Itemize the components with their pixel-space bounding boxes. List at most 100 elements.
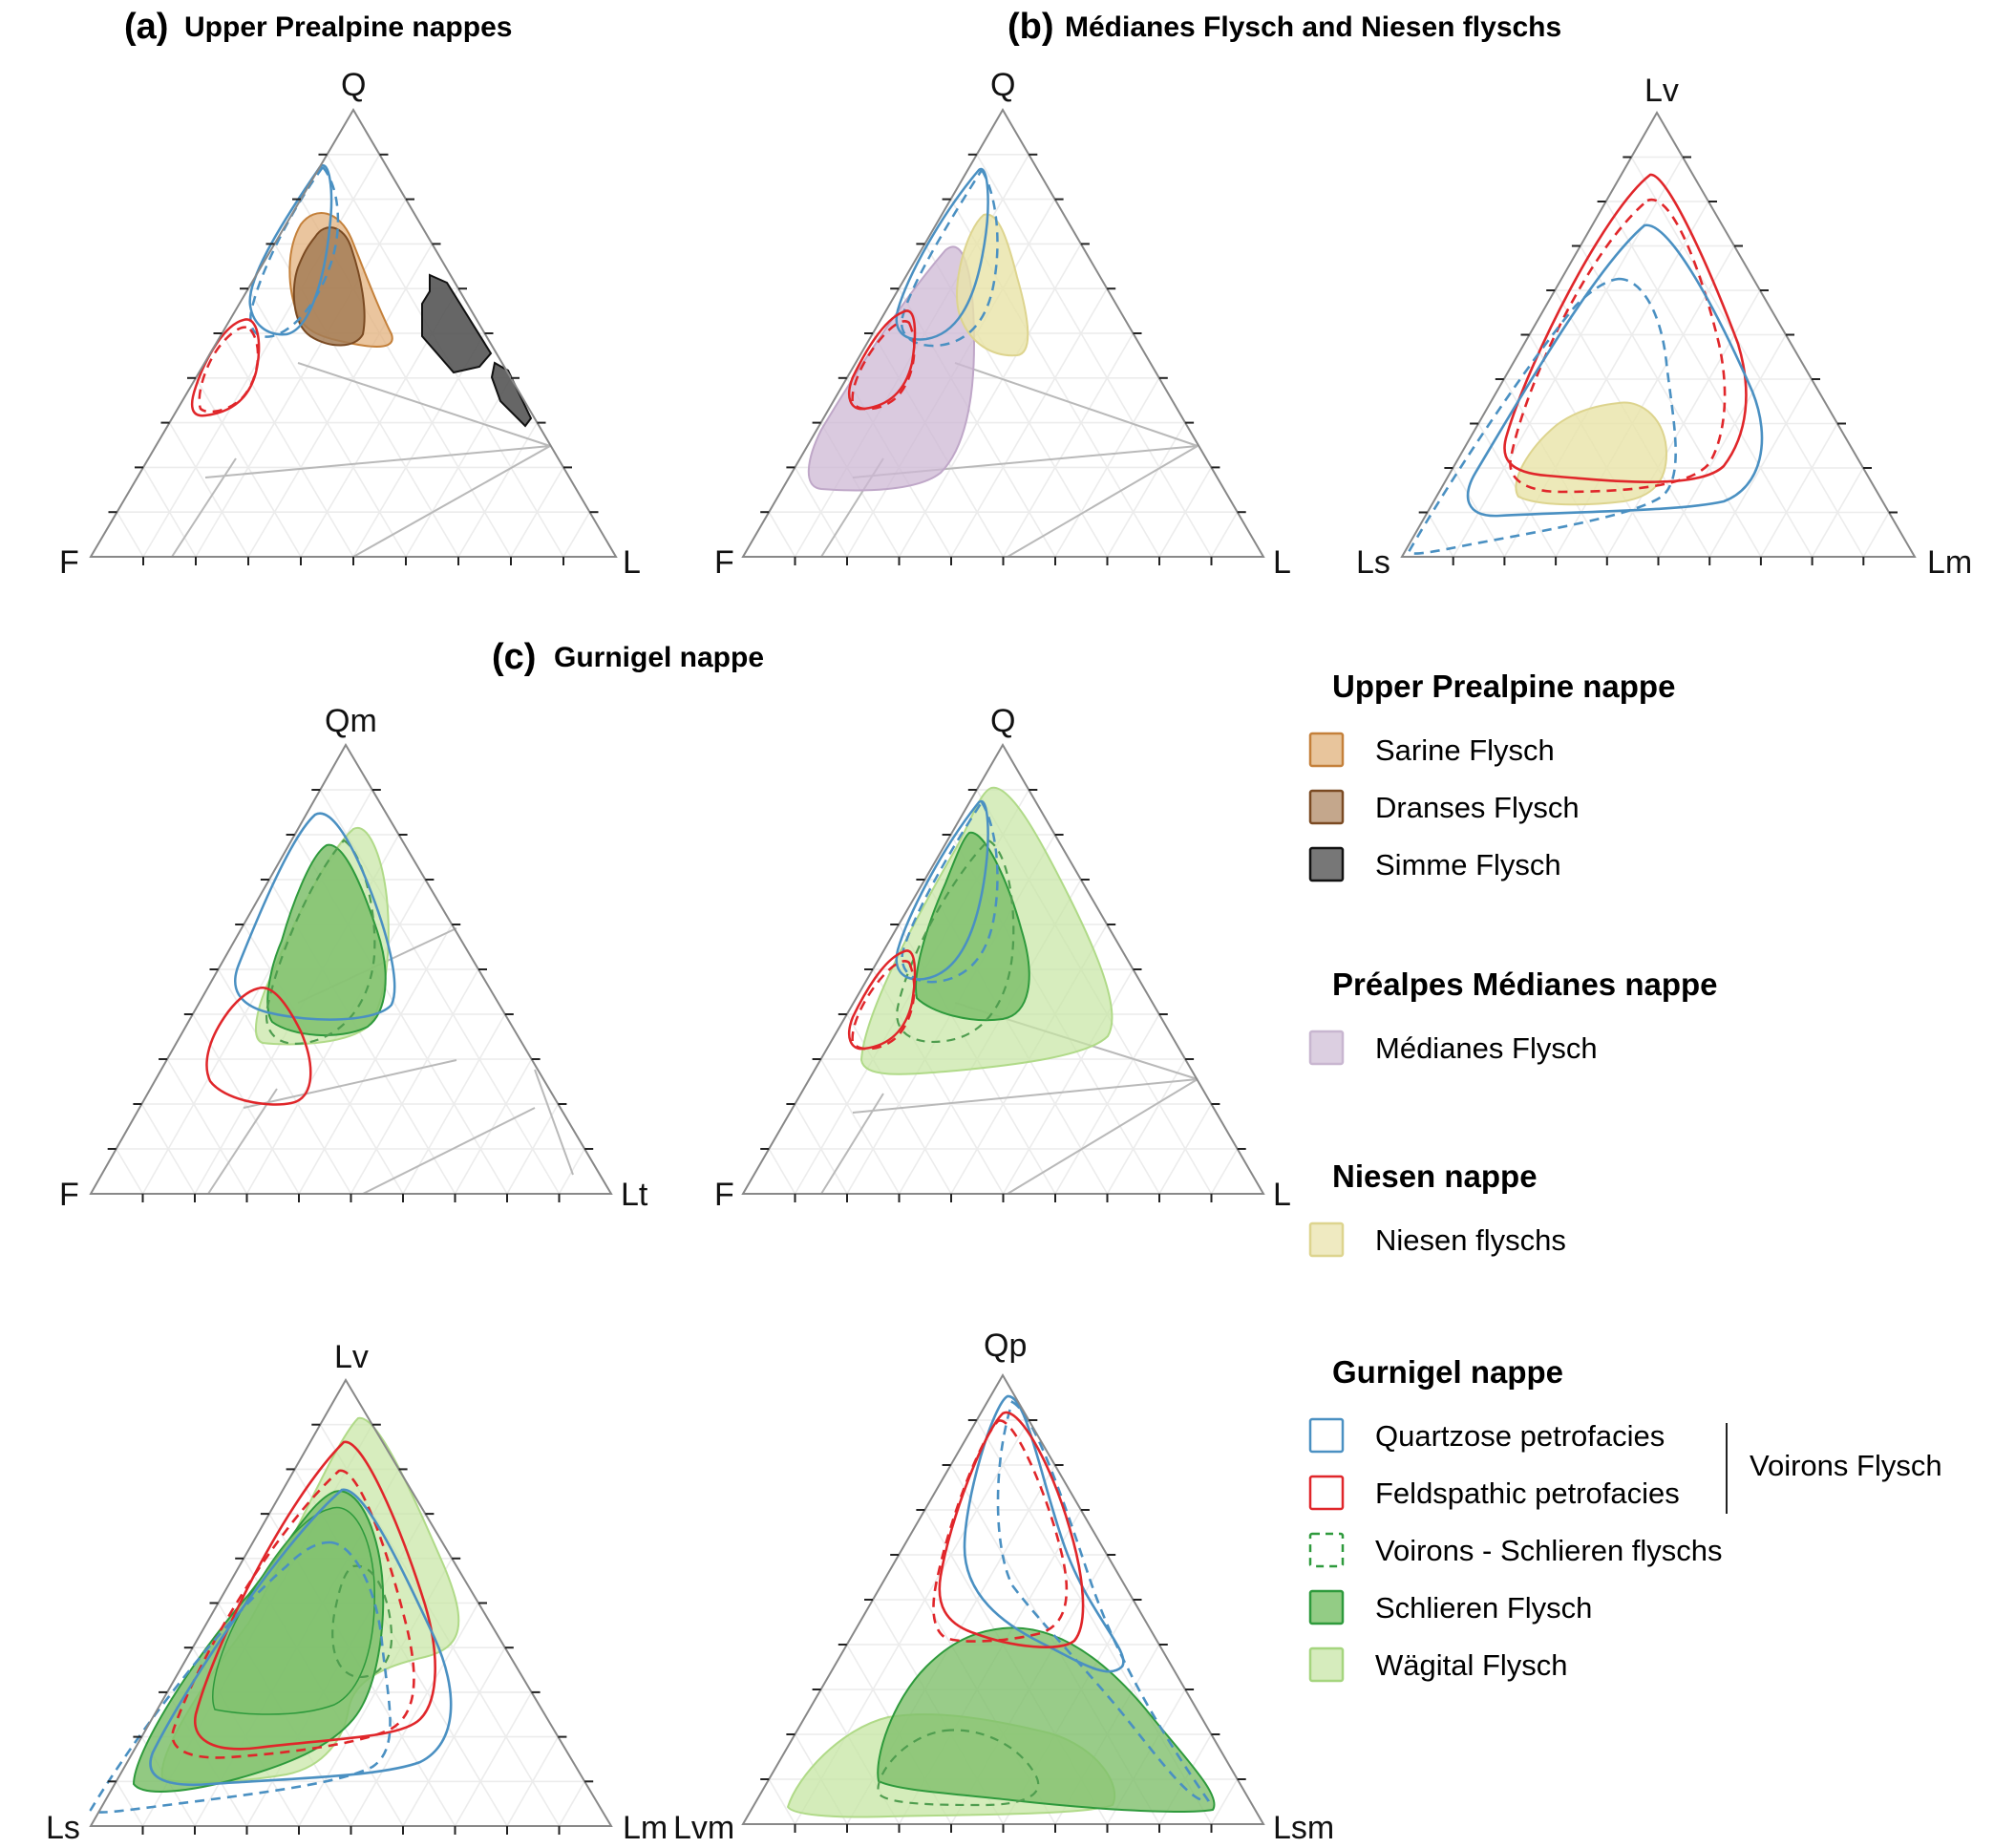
legend-swatch — [1308, 789, 1345, 825]
panel-a-letter: (a) — [124, 7, 168, 47]
grid-line — [166, 1058, 248, 1195]
apex-right-label: L — [623, 544, 641, 581]
niesen-flyschs-field — [1515, 401, 1668, 506]
grid-line — [168, 422, 249, 558]
apex-top-label: Q — [341, 67, 366, 103]
field-polygons — [190, 164, 533, 428]
quartzose-petrofacies-b2-dashed — [1407, 277, 1677, 555]
quartzose-petrofacies-c3 — [149, 1488, 453, 1786]
grid-line — [454, 1691, 533, 1827]
field-polygons — [205, 812, 396, 1106]
legend-label: Niesen flyschs — [1375, 1223, 1566, 1257]
medianes-flysch-field — [807, 245, 976, 492]
legend-swatch — [1308, 1030, 1345, 1066]
legend-swatch — [1308, 1417, 1345, 1454]
legend-label: Voirons - Schlieren flyschs — [1375, 1534, 1723, 1567]
legend-swatch — [1308, 1646, 1345, 1683]
apex-right-label: Lm — [623, 1810, 668, 1843]
ternary-a-qfl: Q F L — [59, 67, 641, 581]
grid-line — [1210, 1778, 1239, 1825]
feldspathic-petrofacies-c1 — [205, 987, 312, 1106]
apex-left-label: F — [714, 1177, 734, 1213]
tick-marks — [760, 789, 1246, 1202]
apex-left-label: Ls — [1356, 544, 1390, 581]
quartzose-petrofacies-b2 — [1466, 223, 1764, 518]
grid-line — [454, 1058, 533, 1195]
apex-right-label: Lt — [621, 1177, 648, 1213]
quartzose-petrofacies-c3-dashed — [89, 1540, 392, 1814]
grid-line — [1760, 423, 1838, 558]
apex-top-label: Q — [990, 67, 1015, 103]
grid-line — [217, 968, 352, 1195]
grid-line — [1630, 157, 1864, 558]
grid-line — [562, 511, 591, 558]
schlieren-flysch-field-inner — [212, 1506, 375, 1715]
grid-line — [457, 422, 539, 558]
legend-label: Dranses Flysch — [1375, 791, 1580, 824]
legend-label: Wägital Flysch — [1375, 1648, 1568, 1682]
tick-marks — [1418, 156, 1898, 565]
grid-line — [142, 154, 381, 558]
quartzose-petrofacies-a — [248, 164, 333, 336]
tick-marks — [108, 153, 599, 565]
grid-line — [976, 154, 1213, 558]
legend-label: Sarine Flysch — [1375, 733, 1555, 767]
legend-heading: Gurnigel nappe — [1332, 1354, 1563, 1390]
voirons-schlieren-field-c2 — [896, 839, 1015, 1044]
quartzose-petrofacies-c2-dashed — [901, 799, 999, 984]
grid-lines — [1427, 156, 1890, 558]
ternary-b-qfl: Q F L — [714, 67, 1291, 581]
legend-swatch — [1308, 1475, 1345, 1511]
legend-swatch — [1308, 732, 1345, 768]
apex-top-label: Lv — [334, 1339, 369, 1375]
feldspathic-petrofacies-c4-dashed — [932, 1419, 1069, 1643]
quartzose-petrofacies-b — [895, 167, 989, 341]
grid-line — [1862, 512, 1890, 558]
tick-marks — [107, 1423, 594, 1835]
legend: Upper Prealpine nappe Sarine Flysch Dranse… — [1308, 669, 1942, 1683]
apex-left-label: F — [714, 544, 734, 581]
legend-swatch — [1308, 1221, 1345, 1258]
grid-line — [1580, 245, 1762, 558]
grid-line — [247, 243, 434, 558]
legend-heading: Préalpes Médianes nappe — [1332, 966, 1718, 1002]
tick-marks — [760, 1419, 1246, 1833]
voirons-schlieren-field-c1 — [265, 839, 376, 1045]
dranses-flysch-field — [292, 226, 366, 347]
grid-line — [819, 1058, 901, 1195]
grid-line — [1657, 334, 1787, 558]
ternary-c-qfl: Q F L — [714, 703, 1291, 1213]
field-polygons — [807, 167, 1029, 492]
grid-line — [1210, 511, 1239, 558]
grid-lines — [116, 154, 591, 558]
quartzose-petrofacies-c4-dashed — [996, 1400, 1211, 1802]
apex-left-label: Ls — [46, 1810, 80, 1843]
tick-marks — [760, 153, 1246, 565]
grid-line — [558, 1780, 585, 1827]
legend-heading: Upper Prealpine nappe — [1332, 669, 1675, 704]
provenance-field-lines — [207, 927, 574, 1195]
quartzose-petrofacies-a-dashed — [249, 164, 340, 338]
apex-top-label: Qm — [325, 703, 377, 739]
quartzose-petrofacies-c4 — [963, 1394, 1125, 1673]
grid-line — [1604, 201, 1814, 558]
tick-marks — [107, 789, 594, 1202]
apex-top-label: Qp — [984, 1328, 1027, 1364]
apex-top-label: Lv — [1644, 73, 1679, 109]
apex-left-label: F — [59, 1177, 79, 1213]
field-polygons — [89, 1416, 460, 1814]
legend-label: Simme Flysch — [1375, 848, 1561, 882]
grid-line — [1106, 422, 1186, 558]
quartzose-petrofacies-c2 — [895, 799, 989, 981]
grid-line — [116, 1780, 144, 1827]
grid-line — [116, 511, 144, 558]
feldspathic-petrofacies-c4 — [938, 1411, 1085, 1648]
panel-a-title: (a) Upper Prealpine nappes — [124, 7, 512, 47]
field-polygons — [1407, 173, 1764, 555]
legend-label: Quartzose petrofacies — [1375, 1419, 1665, 1453]
schlieren-flysch-field — [877, 1626, 1216, 1813]
ternary-c-lvlslm: Lv Ls Lm — [46, 1339, 668, 1846]
field-polygons — [848, 786, 1114, 1075]
feldspathic-petrofacies-b2-dashed — [1509, 198, 1727, 494]
panel-c-heading: Gurnigel nappe — [554, 642, 764, 673]
